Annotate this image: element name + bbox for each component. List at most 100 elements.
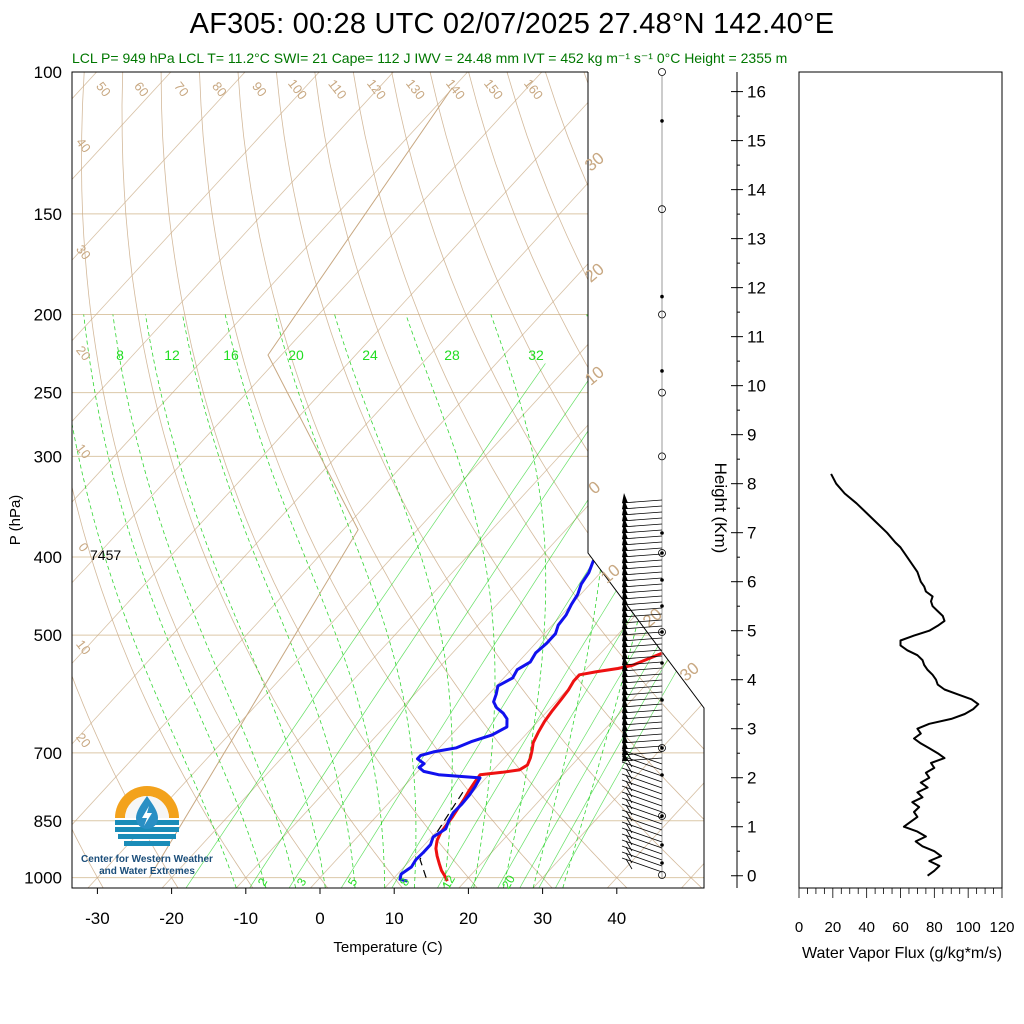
wind-barb: [621, 511, 663, 516]
wind-barb: [621, 583, 663, 588]
wind-barb: [621, 779, 663, 795]
height-tick-label: 13: [747, 230, 766, 249]
dry-adiabat-line: [391, 72, 704, 888]
dry-adiabat-line: [72, 72, 179, 888]
wind-dot-marker: [660, 578, 664, 582]
isotherm-line: [681, 72, 704, 888]
height-tick-label: 7: [747, 524, 756, 543]
dry-adiabat-label: 50: [93, 79, 114, 100]
chart-title: AF305: 00:28 UTC 02/07/2025 27.48°N 142.…: [189, 8, 835, 40]
wind-barb: [621, 505, 663, 510]
isotherm-left-label: 20: [73, 730, 94, 751]
wind-barb: [621, 685, 663, 690]
dry-adiabat-line: [621, 72, 704, 888]
wind-barb: [621, 499, 663, 504]
dry-adiabat-line: [776, 72, 1024, 888]
mixing-ratio-line: [555, 363, 704, 888]
wind-barb: [621, 565, 663, 570]
moist-adiabat-line: [182, 314, 356, 888]
wind-barb: [621, 739, 663, 744]
height-tick-label: 11: [747, 328, 765, 347]
environment-trace-line: [148, 87, 453, 878]
wind-dot-marker: [660, 369, 664, 373]
moist-adiabat-line: [274, 314, 417, 888]
moist-adiabat-line: [562, 314, 682, 888]
pressure-tick-label: 200: [34, 306, 62, 325]
height-tick-label: 15: [747, 132, 766, 151]
wind-barb: [621, 673, 663, 678]
wind-barb: [621, 679, 663, 684]
wind-barb-flag: [622, 601, 628, 611]
dry-adiabat-line: [314, 72, 704, 888]
wind-barb-flag: [622, 637, 628, 647]
mixing-ratio-line: [538, 363, 704, 888]
temperature-tick-label: -30: [85, 909, 110, 928]
isotherm-line: [87, 72, 704, 888]
mixing-ratio-line: [288, 363, 634, 888]
wind-barb: [621, 745, 663, 750]
dry-adiabat-line: [853, 72, 1024, 888]
wind-barb-flag: [622, 619, 628, 629]
mixing-ratio-top-label: 32: [528, 347, 544, 363]
wind-barb: [621, 785, 663, 801]
moist-adiabat-line: [83, 314, 267, 888]
height-tick-label: 5: [747, 622, 756, 641]
dry-adiabat-label: 140: [443, 76, 468, 102]
height-tick-label: 14: [747, 181, 766, 200]
wind-dot-marker: [660, 604, 664, 608]
pressure-tick-label: 150: [34, 205, 62, 224]
height-tick-label: 6: [747, 573, 756, 592]
isotherm-right-label: 30: [676, 658, 703, 685]
height-tick-label: 9: [747, 426, 756, 445]
dry-adiabat-label: 150: [481, 76, 506, 102]
moist-adiabat-line: [405, 314, 496, 888]
moist-adiabat-line: [490, 314, 547, 888]
wind-barb: [621, 709, 663, 714]
wind-barb: [621, 631, 663, 636]
isotherm-line: [72, 72, 468, 888]
height-tick-label: 2: [747, 769, 756, 788]
dry-adiabat-line: [121, 72, 403, 888]
wind-barb-flag: [622, 703, 628, 713]
temperature-tick-label: -20: [159, 909, 184, 928]
isotherm-left-label: 10: [73, 637, 94, 658]
calm-wind-marker: [658, 452, 666, 461]
wind-barb-flag: [622, 649, 628, 659]
wind-barb-flag: [622, 643, 628, 653]
wind-barb-flag: [622, 517, 628, 527]
wind-barb-flag: [622, 535, 628, 545]
isotherm-line: [72, 72, 172, 888]
wind-barb: [621, 733, 663, 738]
mixing-ratio-top-label: 16: [223, 347, 239, 363]
isotherm-right-label: 30: [581, 148, 608, 175]
isotherm-line: [72, 72, 617, 888]
dry-adiabat-line: [160, 72, 478, 888]
dry-adiabat-line: [352, 72, 704, 888]
temperature-axis-label: Temperature (C): [333, 939, 442, 956]
mixing-ratio-line: [185, 363, 546, 888]
wind-barb-flag: [622, 631, 628, 641]
calm-wind-marker: [658, 812, 666, 820]
wind-barb: [621, 691, 663, 696]
wind-barb: [621, 661, 663, 666]
temperature-tick-label: 0: [315, 909, 324, 928]
wind-barb: [621, 827, 663, 843]
wind-barb: [621, 757, 663, 762]
mixing-ratio-line: [497, 363, 704, 888]
calm-wind-marker: [658, 744, 666, 752]
isotherm-line: [72, 72, 320, 888]
wind-barb-flag: [622, 529, 628, 539]
wind-barb-flag: [622, 715, 628, 725]
wind-barb: [621, 821, 663, 837]
dry-adiabat-label: 80: [209, 79, 230, 100]
dry-adiabat-line: [276, 72, 703, 888]
isotherm-line: [0, 72, 22, 888]
mixing-ratio-bottom-label: 12: [439, 872, 458, 891]
flux-axis-label: Water Vapor Flux (g/kg*m/s): [802, 945, 1002, 962]
temperature-tick-label: 40: [607, 909, 626, 928]
calm-wind-marker: [658, 68, 666, 76]
wind-barb-flag: [622, 595, 628, 605]
dry-adiabat-line: [429, 72, 704, 888]
flux-line: [830, 473, 980, 877]
